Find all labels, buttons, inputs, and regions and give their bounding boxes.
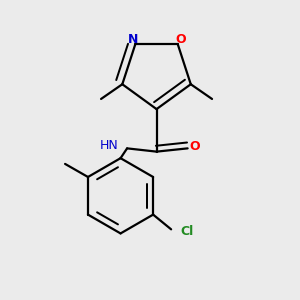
Text: O: O xyxy=(175,33,186,46)
Text: N: N xyxy=(128,33,138,46)
Text: Cl: Cl xyxy=(180,226,194,238)
Text: O: O xyxy=(190,140,200,153)
Text: HN: HN xyxy=(100,139,119,152)
